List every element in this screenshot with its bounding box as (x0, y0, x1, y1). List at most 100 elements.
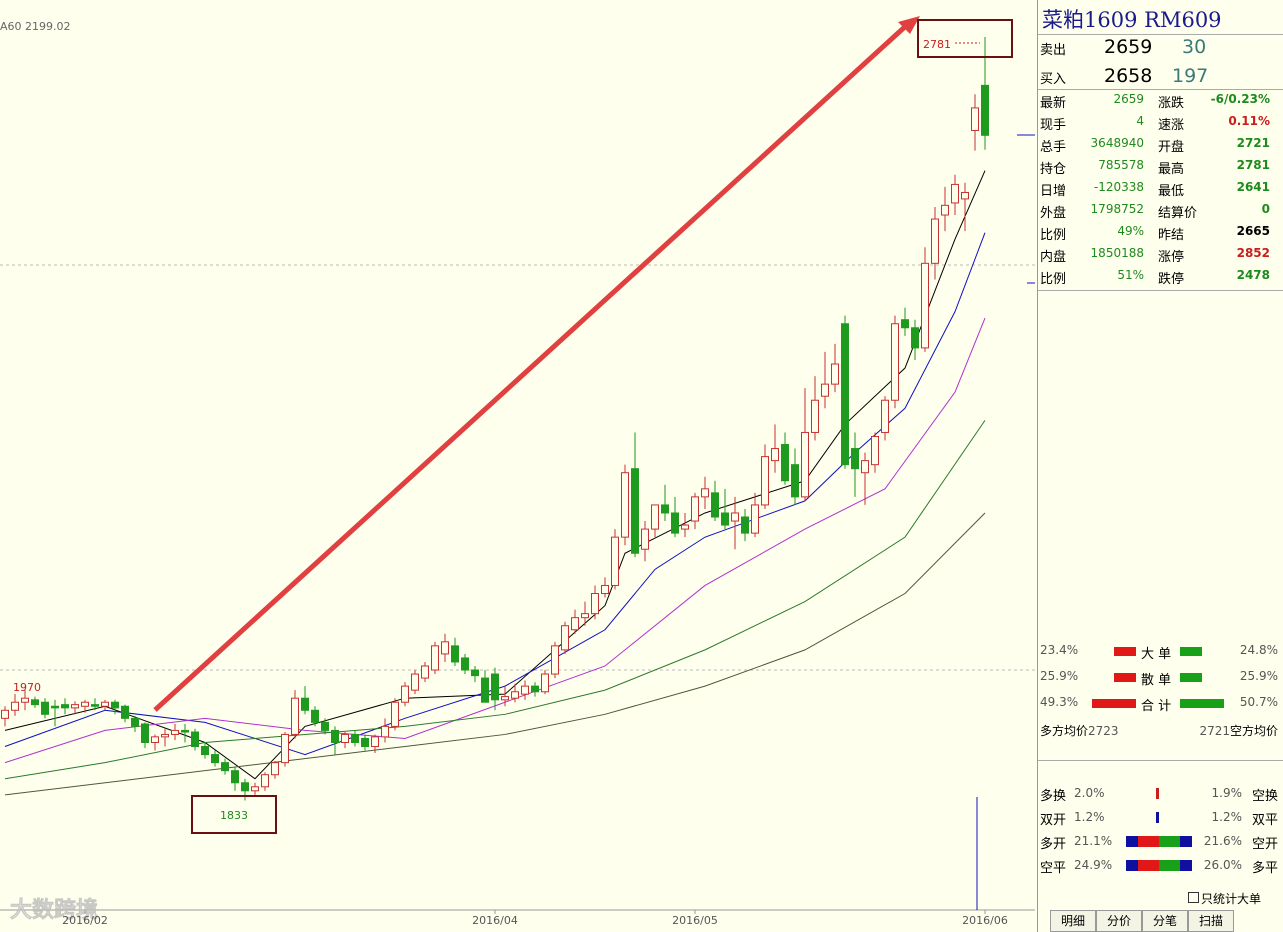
sell-label: 卖出 (1040, 43, 1067, 58)
candle-body (131, 717, 139, 727)
candle-body (341, 733, 349, 743)
candle-body (721, 512, 729, 526)
stat-label: 比例 (1040, 228, 1067, 243)
stat-label: 开盘 (1158, 140, 1185, 155)
sell-volume: 30 (1182, 36, 1207, 58)
candle-body (371, 736, 379, 748)
flow-bar (1180, 673, 1202, 682)
candle-body (941, 204, 949, 216)
candle-body (431, 645, 439, 671)
candle-body (71, 704, 79, 709)
candle-body (211, 754, 219, 764)
buy-label: 买入 (1040, 72, 1067, 87)
sell-price: 2659 (1104, 36, 1153, 58)
position-left-label: 多换 (1040, 789, 1067, 804)
stat-label: 涨停 (1158, 250, 1185, 265)
flow-label: 大 单 (1141, 647, 1172, 662)
candle-body (151, 736, 159, 743)
candle-body (421, 665, 429, 679)
candle-body (461, 657, 469, 671)
candle-body (441, 641, 449, 655)
candle-body (481, 677, 489, 703)
stat-value: 2478 (1236, 268, 1270, 282)
position-left-value: 1.2% (1074, 810, 1105, 824)
moving-average (4, 317, 986, 764)
stat-value: 0.11% (1228, 114, 1270, 128)
position-right-value: 1.9% (1211, 786, 1243, 800)
stat-label: 现手 (1040, 118, 1067, 133)
flow-bar (1092, 699, 1136, 708)
candle-body (471, 669, 479, 677)
candle-body (631, 468, 639, 554)
position-left-value: 2.0% (1074, 786, 1105, 800)
candle-body (651, 504, 659, 530)
candle-body (81, 701, 89, 707)
candle-body (881, 399, 889, 433)
flow-left: 49.3% (1040, 695, 1079, 709)
position-left-label: 双开 (1040, 813, 1067, 828)
candle-body (331, 729, 339, 743)
tab[interactable]: 明细 (1050, 910, 1096, 932)
tab[interactable]: 扫描 (1188, 910, 1234, 932)
arrow-head (898, 16, 920, 34)
position-bar (1156, 812, 1159, 823)
candle-body (411, 673, 419, 691)
candle-body (401, 685, 409, 703)
stat-value: 2659 (1113, 92, 1144, 106)
watermark: 大数跨境 (10, 897, 98, 923)
position-right-value: 21.6% (1203, 834, 1242, 848)
candle-body (391, 701, 399, 727)
low-box (191, 795, 277, 834)
candle-body (31, 699, 39, 706)
position-left-value: 21.1% (1074, 834, 1113, 848)
stat-value: -6/0.23% (1210, 92, 1270, 106)
candle-body (321, 721, 329, 731)
candle-body (361, 737, 369, 748)
candle-body (771, 448, 779, 462)
position-left-label: 空平 (1040, 861, 1067, 876)
stat-value: 1798752 (1090, 202, 1144, 216)
candle-body (501, 696, 509, 701)
buy-price: 2658 (1104, 65, 1153, 87)
tab[interactable]: 分价 (1096, 910, 1142, 932)
candle-body (231, 770, 239, 784)
candle-body (761, 456, 769, 506)
stat-value: 2781 (1236, 158, 1270, 172)
candle-body (21, 697, 29, 703)
position-bar (1126, 860, 1192, 871)
stat-value: 2665 (1236, 224, 1270, 238)
flow-left: 25.9% (1040, 669, 1079, 683)
candle-body (741, 516, 749, 534)
candle-body (861, 460, 869, 474)
big-order-checkbox[interactable]: 只统计大单 (1188, 890, 1261, 907)
moving-average (4, 420, 986, 780)
candle-body (531, 685, 539, 693)
candle-body (641, 528, 649, 550)
avg-short-value: 2721 (1199, 724, 1230, 738)
candle-body (141, 723, 149, 743)
candle-body (381, 725, 389, 738)
candle-body (731, 512, 739, 522)
candle-body (781, 444, 789, 482)
flow-right: 50.7% (1239, 695, 1278, 709)
candle-body (831, 363, 839, 385)
contract-name: 菜粕1609 (1042, 8, 1138, 32)
candle-body (891, 323, 899, 401)
candle-body (521, 685, 529, 695)
position-left-value: 24.9% (1074, 858, 1113, 872)
candle-body (691, 496, 699, 522)
avg-short-label: 空方均价 (1229, 724, 1278, 738)
flow-bar (1114, 673, 1136, 682)
stat-value: 2721 (1236, 136, 1270, 150)
stat-value: 0 (1261, 202, 1270, 216)
tab[interactable]: 分笔 (1142, 910, 1188, 932)
avg-short: 2721空方均价 (1199, 722, 1278, 739)
candle-body (601, 584, 609, 595)
candle-body (251, 786, 259, 792)
stat-label: 最高 (1158, 162, 1185, 177)
high-label: 2781 (923, 38, 951, 51)
checkbox-label: 只统计大单 (1201, 892, 1262, 906)
stat-label: 结算价 (1158, 206, 1198, 221)
candle-body (301, 697, 309, 711)
